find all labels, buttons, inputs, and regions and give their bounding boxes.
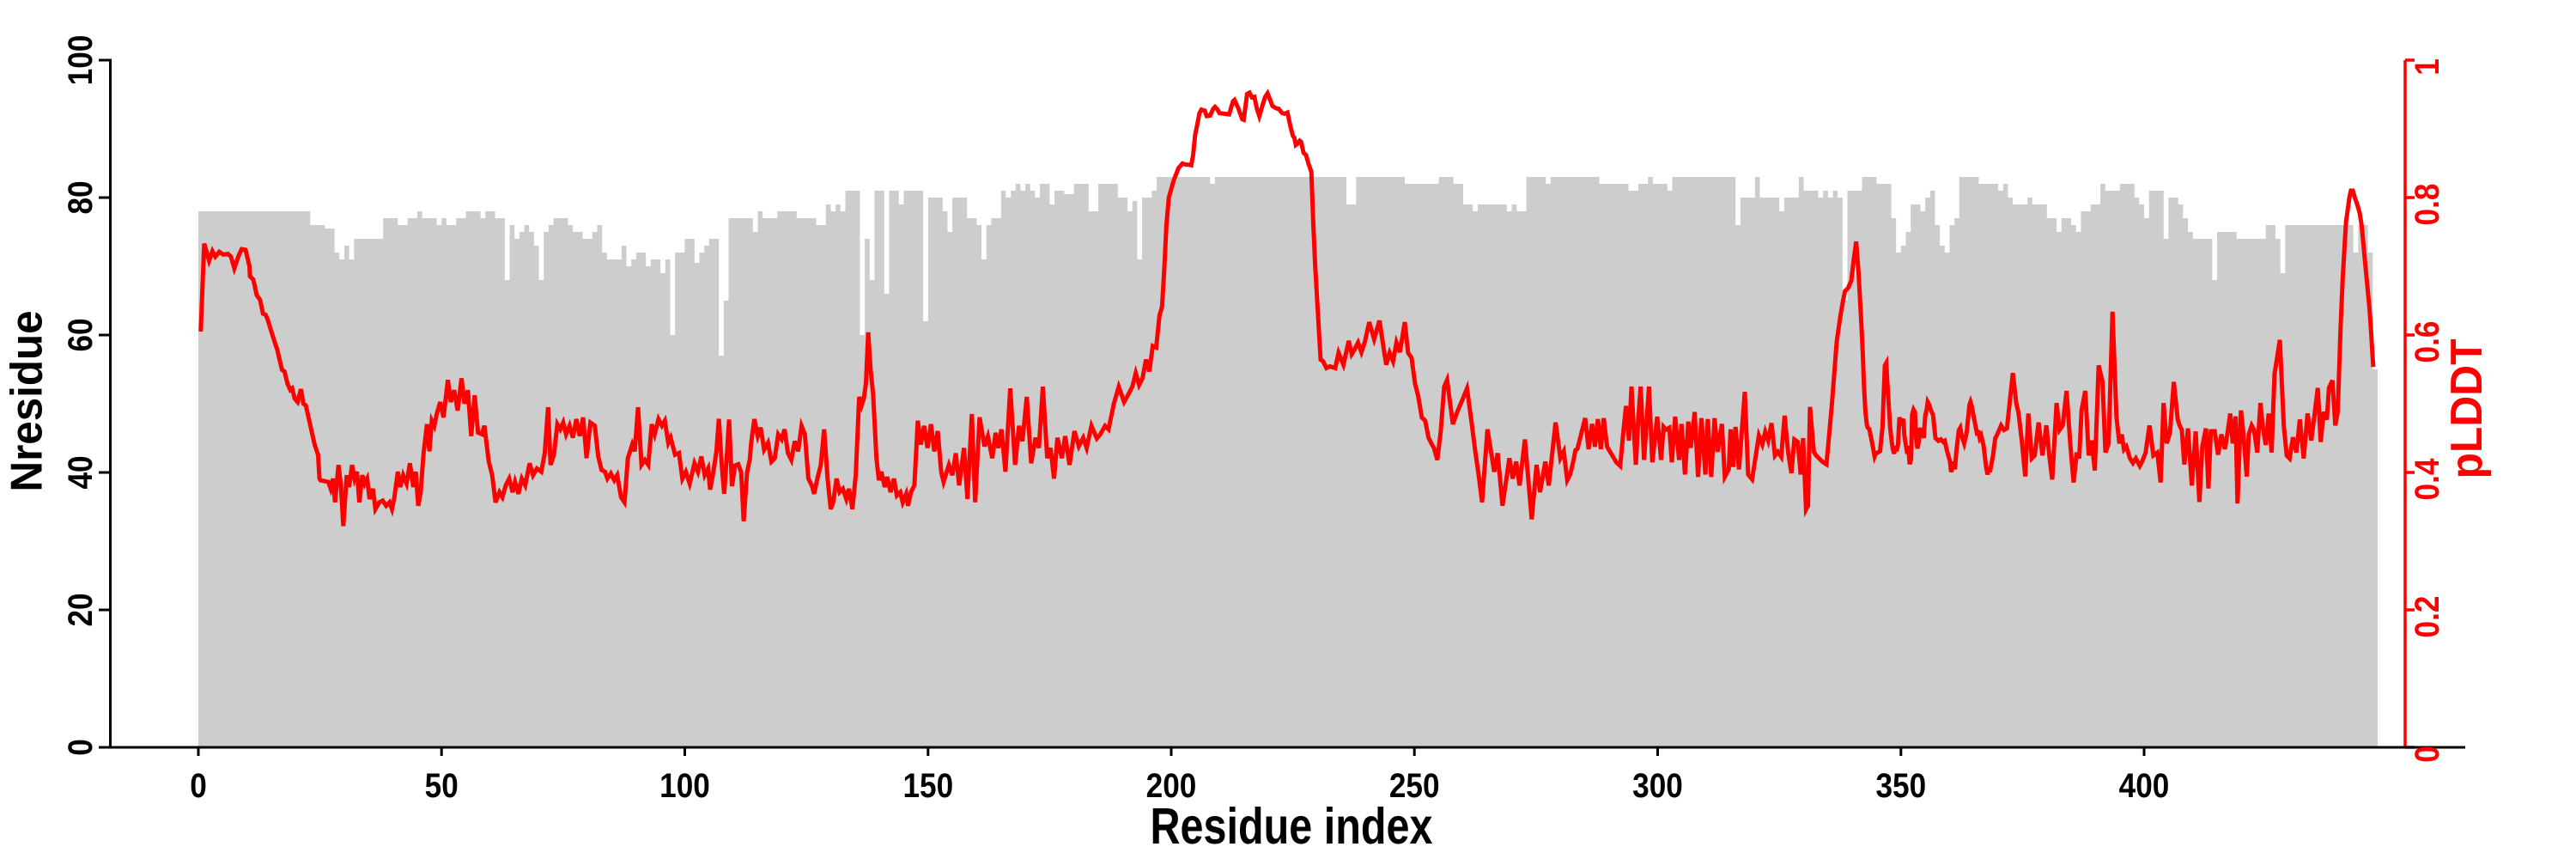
svg-text:0.4: 0.4 (2409, 458, 2446, 501)
svg-text:0: 0 (190, 767, 207, 805)
svg-text:1: 1 (2409, 58, 2446, 76)
svg-text:0.2: 0.2 (2409, 596, 2446, 638)
svg-text:150: 150 (902, 767, 953, 805)
svg-text:0: 0 (2409, 746, 2446, 763)
svg-text:400: 400 (2119, 767, 2170, 805)
svg-text:0: 0 (62, 739, 100, 756)
svg-text:Nresidue: Nresidue (3, 311, 52, 492)
svg-text:200: 200 (1146, 767, 1197, 805)
svg-text:40: 40 (62, 455, 100, 489)
svg-text:350: 350 (1875, 767, 1926, 805)
svg-text:20: 20 (62, 593, 100, 626)
svg-text:60: 60 (62, 318, 100, 351)
svg-text:100: 100 (62, 35, 100, 86)
svg-text:100: 100 (659, 767, 710, 805)
svg-text:0.6: 0.6 (2409, 321, 2446, 363)
svg-text:80: 80 (62, 180, 100, 214)
svg-text:300: 300 (1632, 767, 1683, 805)
svg-text:Residue index: Residue index (1151, 798, 1433, 855)
svg-text:50: 50 (425, 767, 459, 805)
svg-text:0.8: 0.8 (2409, 184, 2446, 226)
svg-text:pLDDT: pLDDT (2442, 338, 2492, 478)
svg-text:250: 250 (1389, 767, 1440, 805)
